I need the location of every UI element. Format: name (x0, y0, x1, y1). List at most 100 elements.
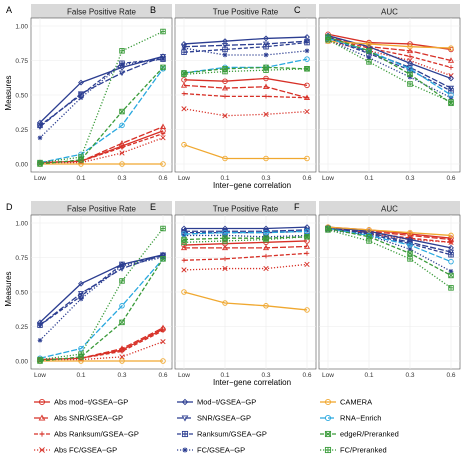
legend-marker (39, 447, 45, 453)
series-abs_ranksum (181, 91, 310, 101)
data-point (181, 267, 187, 273)
data-point (160, 225, 166, 232)
x-tick-label: 0.6 (158, 372, 167, 379)
data-point (181, 257, 187, 263)
data-point (78, 95, 84, 101)
data-point (160, 339, 166, 345)
x-tick-label: 0.1 (220, 175, 229, 182)
series-line (183, 108, 308, 117)
x-tick-label: 0.1 (76, 372, 85, 379)
panel-strip (175, 201, 316, 215)
series-ranksum (181, 39, 310, 55)
data-point (448, 92, 454, 98)
data-point (119, 161, 125, 167)
data-point (448, 272, 454, 279)
legend-label: Abs Ranksum/GSEA−GP (54, 430, 139, 439)
series-line (39, 258, 164, 359)
y-tick-label: 0.25 (15, 324, 28, 331)
series-line (184, 245, 308, 249)
data-point (222, 229, 228, 236)
x-tick-label: Low (178, 175, 190, 182)
series-abs_snr (180, 243, 311, 251)
data-point (448, 251, 454, 258)
data-point (222, 233, 228, 238)
data-point (263, 234, 269, 240)
data-point (407, 66, 413, 72)
panel-title: AUC (381, 205, 398, 214)
series-line (183, 68, 308, 75)
series-line (39, 255, 164, 326)
panel-b: True Positive Rate B Low 0.1 0.3 0.6 (150, 4, 317, 182)
data-point (119, 150, 125, 156)
data-point (119, 48, 125, 54)
data-point (37, 135, 43, 141)
legend-item-modt: Mod−t/GSEA−GP (177, 398, 256, 407)
data-point (407, 250, 413, 257)
y-tick-label: 0.75 (15, 58, 28, 65)
series-line (39, 66, 164, 165)
legend-marker (181, 415, 189, 422)
series-line (183, 66, 308, 74)
data-point (303, 243, 311, 249)
panel-letter: B (150, 5, 156, 15)
x-tick-label: 0.1 (364, 175, 373, 182)
x-tick-label: 0.3 (261, 175, 270, 182)
data-point (222, 256, 228, 262)
panel-strip (31, 4, 172, 18)
data-point (304, 251, 310, 256)
panel-title: True Positive Rate (213, 8, 279, 17)
legend-label: Abs FC/GSEA−GP (54, 446, 117, 455)
data-point (78, 358, 84, 364)
series-line (327, 227, 452, 256)
panel-d: False Positive Rate D 0.00 0.25 0.50 0.75 1.00… (6, 201, 173, 379)
data-point (366, 55, 372, 61)
data-point (222, 300, 228, 306)
legend-label: FC/Preranked (340, 446, 387, 455)
data-point (78, 296, 84, 302)
series-fc (181, 45, 310, 58)
series-fc_preranked (37, 225, 166, 363)
series-line (327, 37, 452, 92)
panel-strip (31, 201, 172, 215)
data-point (160, 358, 166, 364)
series-fc_preranked (181, 66, 310, 78)
x-tick-label: 0.3 (405, 175, 414, 182)
data-point (222, 265, 228, 272)
data-point (119, 263, 125, 269)
series-line (327, 227, 452, 253)
series-line (183, 47, 308, 56)
legend-marker (181, 430, 189, 438)
panel-letter: E (150, 202, 156, 212)
data-point (160, 28, 166, 35)
legend-label: Mod−t/GSEA−GP (197, 398, 256, 407)
data-point (407, 229, 413, 236)
panel-strip (175, 4, 316, 18)
data-point (263, 155, 269, 162)
data-point (304, 95, 310, 101)
series-abs_ranksum (181, 251, 310, 263)
legend-label: RNA−Enrich (340, 414, 381, 423)
series-line (184, 226, 308, 230)
data-point (407, 43, 413, 50)
panel-title: True Positive Rate (213, 205, 279, 214)
series-line (327, 226, 452, 249)
data-point (181, 141, 187, 148)
legend-label: edgeR/Preranked (340, 430, 399, 439)
data-point (221, 43, 229, 49)
data-point (222, 52, 228, 58)
panel-letter: D (6, 202, 13, 212)
data-point (448, 285, 454, 291)
legend-item-ranksum: Ranksum/GSEA−GP (177, 430, 267, 439)
series-fc (37, 255, 166, 343)
data-point (119, 122, 125, 129)
data-point (119, 278, 125, 284)
data-point (448, 258, 454, 265)
legend-marker (39, 431, 45, 437)
data-point (304, 108, 310, 115)
data-point (221, 84, 229, 91)
data-point (119, 108, 125, 115)
series-line (39, 58, 164, 126)
data-point (78, 154, 84, 160)
data-point (448, 239, 454, 245)
series-line (327, 35, 452, 80)
